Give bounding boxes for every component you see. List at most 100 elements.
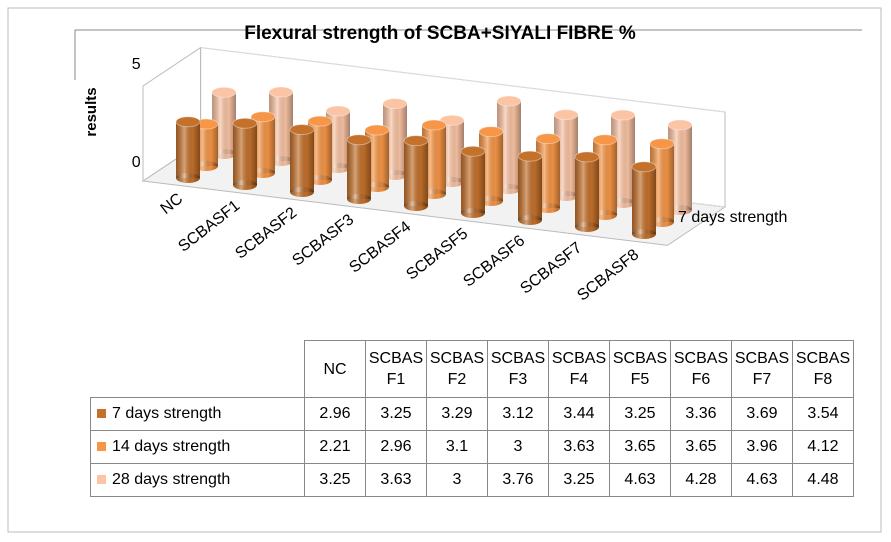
cylinder [574,151,600,232]
cylinder-top [364,124,390,136]
grid-line [200,47,726,113]
chart-border [7,7,882,533]
table-value: 4.63 [731,463,793,497]
cylinder-top [382,98,408,110]
legend-swatch [97,409,106,418]
table-value: 3.65 [670,430,732,464]
depth-axis-label: 7 days strength [678,209,787,226]
cylinder-top [649,138,675,150]
plot-border [74,29,862,80]
table-header: SCBASF2 [426,340,488,398]
table-value: 3.25 [548,463,610,497]
legend-label: 7 days strength [112,405,222,422]
x-tick-label: SCBASF8 [574,246,642,304]
table-value: 3.63 [365,463,427,497]
bar-shade-base [290,187,314,197]
table-value: 2.96 [365,430,427,464]
legend-swatch [97,475,106,484]
table-value: 3.36 [670,397,732,431]
table-value: 3.29 [426,397,488,431]
x-tick-label: SCBASF1 [175,197,243,255]
table-value: 4.48 [792,463,854,497]
cylinder-top [478,126,504,138]
table-header: NC [304,340,366,398]
bar-shade-base [632,229,656,239]
bar-shade-base [461,208,485,218]
table-value: 4.28 [670,463,732,497]
table-value: 3.1 [426,430,488,464]
cylinder-top [289,123,315,135]
cylinder-top [346,134,372,146]
bar-shade [290,129,314,192]
x-tick-label: SCBASF3 [289,211,357,269]
table-value: 3.25 [609,397,671,431]
cylinder-top [250,111,276,123]
x-tick-label: SCBASF4 [346,218,414,276]
table-value: 3.69 [731,397,793,431]
chart-title: Flexural strength of SCBA+SIYALI FIBRE % [244,23,636,44]
table-header: SCBASF4 [548,340,610,398]
table-value: 3.12 [487,397,549,431]
legend-cell: 7 days strength [90,397,305,431]
table-value: 3 [426,463,488,497]
cylinder [403,135,429,211]
bar-shade [176,121,200,178]
y-axis-label: results [83,87,100,136]
x-tick-label: SCBASF7 [517,239,585,297]
legend-cell: 28 days strength [90,463,305,497]
bar-shade-base [347,194,371,204]
bar-shade-base [518,215,542,225]
table-value: 3.76 [487,463,549,497]
table-row: 7 days strength 2.96 3.25 3.29 3.12 3.44 3.25 3… [90,397,854,431]
cylinder [517,150,543,225]
bar-shade-base [575,222,599,232]
x-tick-label: SCBASF2 [232,204,300,262]
cylinder-top [268,86,294,98]
table-header: SCBASF6 [670,340,732,398]
table-header: SCBASF5 [609,340,671,398]
legend-cell: 14 days strength [90,430,305,464]
table-header: SCBASF7 [731,340,793,398]
bar-shade [632,166,656,234]
cylinder-top [592,134,618,146]
table-value: 3.44 [548,397,610,431]
table-value: 2.96 [304,397,366,431]
bar-shade [233,123,257,185]
bar-shade-base [233,180,257,190]
bar-shade [575,156,599,227]
cylinder-top [667,119,693,131]
legend-label: 14 days strength [112,438,231,455]
x-tick-label: SCBASF6 [460,232,528,290]
cylinder-top [403,135,429,147]
cylinder-top [610,109,636,121]
blank-cell [90,340,305,398]
bar-shade-base [176,173,200,183]
table-row: 14 days strength 2.21 2.96 3.1 3 3.63 3.65 3.65… [90,430,854,464]
table-value: 3.25 [365,397,427,431]
table-value: 4.12 [792,430,854,464]
table-value: 3.96 [731,430,793,464]
table-value: 3.25 [304,463,366,497]
bar-shade [518,156,542,220]
table-header: SCBASF8 [792,340,854,398]
cylinder-top [307,115,333,127]
table-header: SCBASF1 [365,340,427,398]
cylinder-top [232,117,258,129]
table-row: 28 days strength 3.25 3.63 3 3.76 3.25 4.63 4.2… [90,463,854,497]
bar-shade [347,139,371,199]
cylinder-top [439,114,465,126]
cylinder-top [574,151,600,163]
cylinder-top [517,150,543,162]
table-value: 2.21 [304,430,366,464]
cylinder-top [631,161,657,173]
cylinder-top [325,105,351,117]
x-tick-label: SCBASF5 [403,225,471,283]
cylinder-top [211,86,237,98]
table-header: SCBASF3 [487,340,549,398]
legend-swatch [97,442,106,451]
data-table: NC SCBASF1 SCBASF2 SCBASF3 SCBASF4 SCBASF5 SCB… [90,340,854,497]
table-value: 3 [487,430,549,464]
cylinder-top [553,109,579,121]
cylinder [346,134,372,204]
